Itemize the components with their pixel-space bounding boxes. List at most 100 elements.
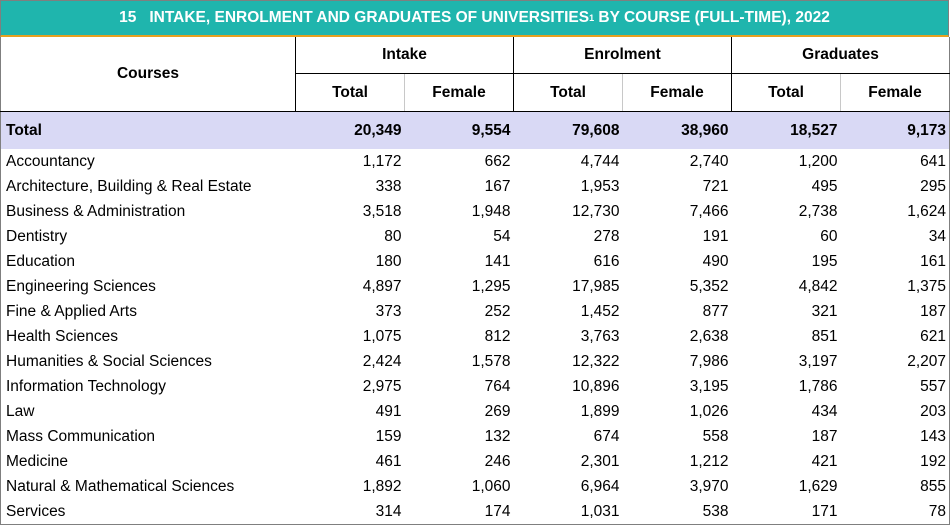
table-row: Information Technology 2,975 764 10,896 3,19…	[0, 374, 951, 399]
header-row-groups: Courses Intake Enrolment Graduates	[0, 37, 951, 112]
value-cell: 314	[295, 499, 405, 525]
value-cell: 143	[840, 424, 951, 449]
table-row: Accountancy 1,172 662 4,744 2,740 1,200 641	[0, 149, 951, 174]
total-cell: 79,608	[513, 111, 623, 149]
value-cell: 1,452	[580, 302, 620, 320]
table-row: Engineering Sciences 4,897 1,295 17,985 5,35…	[0, 274, 951, 299]
value-cell: 12,730	[572, 202, 620, 220]
enrolment-female-header: Female	[622, 73, 732, 112]
value-cell: 1,200	[798, 152, 838, 170]
total-cell: 38,960	[622, 111, 732, 149]
intake-group-header: Intake	[295, 37, 514, 74]
value-cell: 558	[702, 427, 729, 445]
value-cell: 2,301	[580, 452, 620, 470]
value-cell: 3,195	[689, 377, 729, 395]
value-cell: 674	[593, 427, 620, 445]
value-cell: 662	[484, 152, 511, 170]
value-cell: 2,975	[362, 377, 402, 395]
value-cell: 1,172	[362, 152, 402, 170]
total-cell: 9,173	[840, 111, 951, 149]
table-row: Humanities & Social Sciences 2,424 1,578 12…	[0, 349, 951, 374]
value-cell: 373	[375, 302, 402, 320]
value-cell: 3,197	[798, 352, 838, 370]
table-row: Health Sciences 1,075 812 3,763 2,638 851 621	[0, 324, 951, 349]
value-cell: 7,986	[689, 352, 729, 370]
value-cell: 180	[375, 252, 402, 270]
title-footnote-mark: 1	[589, 13, 595, 23]
value-cell: 321	[811, 302, 838, 320]
value-cell: 812	[484, 327, 511, 345]
course-name-cell: Business & Administration	[0, 199, 296, 224]
value-cell: 461	[375, 452, 402, 470]
course-name-cell: Mass Communication	[0, 424, 296, 449]
value-cell: 1,060	[471, 477, 511, 495]
value-cell: 167	[484, 177, 511, 195]
value-cell: 495	[811, 177, 838, 195]
value-cell: 616	[593, 252, 620, 270]
value-cell: 34	[840, 224, 951, 249]
value-cell: 764	[484, 377, 511, 395]
value-cell: 17,985	[572, 277, 620, 295]
value-cell: 295	[840, 174, 951, 199]
total-row: Total 20,349 9,554 79,608 38,960 18,527 …	[0, 111, 951, 149]
value-cell: 421	[811, 452, 838, 470]
total-cell: 20,349	[295, 111, 405, 149]
value-cell: 434	[811, 402, 838, 420]
courses-column-header: Courses	[0, 37, 296, 112]
value-cell: 141	[484, 252, 511, 270]
value-cell: 1,953	[580, 177, 620, 195]
table-row: Education 180 141 616 490 195 161	[0, 249, 951, 274]
value-cell: 855	[840, 474, 951, 499]
value-cell: 338	[375, 177, 402, 195]
value-cell: 159	[375, 427, 402, 445]
value-cell: 3,763	[580, 327, 620, 345]
course-name-cell: Architecture, Building & Real Estate	[0, 174, 296, 199]
course-name-cell: Information Technology	[0, 374, 296, 399]
value-cell: 1,899	[580, 402, 620, 420]
course-name-cell: Natural & Mathematical Sciences	[0, 474, 296, 499]
value-cell: 721	[702, 177, 729, 195]
value-cell: 3,518	[362, 202, 402, 220]
value-cell: 2,738	[798, 202, 838, 220]
value-cell: 174	[404, 499, 514, 525]
value-cell: 1,212	[689, 452, 729, 470]
value-cell: 12,322	[572, 352, 620, 370]
value-cell: 78	[840, 499, 951, 525]
value-cell: 621	[840, 324, 951, 349]
value-cell: 491	[375, 402, 402, 420]
value-cell: 1,295	[471, 277, 511, 295]
value-cell: 5,352	[689, 277, 729, 295]
table-row: Law 491 269 1,899 1,026 434 203	[0, 399, 951, 424]
value-cell: 161	[840, 249, 951, 274]
value-cell: 1,075	[362, 327, 402, 345]
value-cell: 851	[811, 327, 838, 345]
value-cell: 4,842	[798, 277, 838, 295]
value-cell: 132	[484, 427, 511, 445]
course-name-cell: Education	[0, 249, 296, 274]
value-cell: 192	[840, 449, 951, 474]
total-row-label: Total	[0, 111, 296, 149]
graduates-female-header: Female	[840, 73, 951, 112]
table-row: Dentistry 80 54 278 191 60 34	[0, 224, 951, 249]
total-cell: 18,527	[731, 111, 841, 149]
value-cell: 490	[702, 252, 729, 270]
value-cell: 3,970	[689, 477, 729, 495]
graduates-group-header: Graduates	[731, 37, 951, 74]
table-row: Business & Administration 3,518 1,948 12,73…	[0, 199, 951, 224]
value-cell: 4,897	[362, 277, 402, 295]
course-name-cell: Services	[0, 499, 296, 525]
header-row-subcolumns: Total Female Total Female Total Female	[1, 73, 951, 112]
value-cell: 1,578	[471, 352, 511, 370]
enrolment-group-header: Enrolment	[513, 37, 732, 74]
value-cell: 1,786	[798, 377, 838, 395]
value-cell: 1,031	[513, 499, 623, 525]
course-name-cell: Humanities & Social Sciences	[0, 349, 296, 374]
value-cell: 1,629	[798, 477, 838, 495]
course-name-cell: Health Sciences	[0, 324, 296, 349]
value-cell: 2,207	[840, 349, 951, 374]
value-cell: 252	[484, 302, 511, 320]
value-cell: 641	[840, 149, 951, 174]
course-name-cell: Engineering Sciences	[0, 274, 296, 299]
table-title-text: INTAKE, ENROLMENT AND GRADUATES OF UNIVE…	[149, 9, 590, 26]
enrolment-total-header: Total	[513, 73, 623, 112]
